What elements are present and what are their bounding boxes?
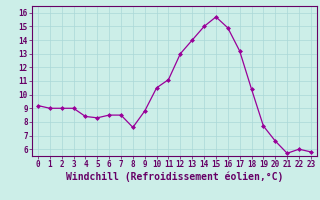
- X-axis label: Windchill (Refroidissement éolien,°C): Windchill (Refroidissement éolien,°C): [66, 172, 283, 182]
